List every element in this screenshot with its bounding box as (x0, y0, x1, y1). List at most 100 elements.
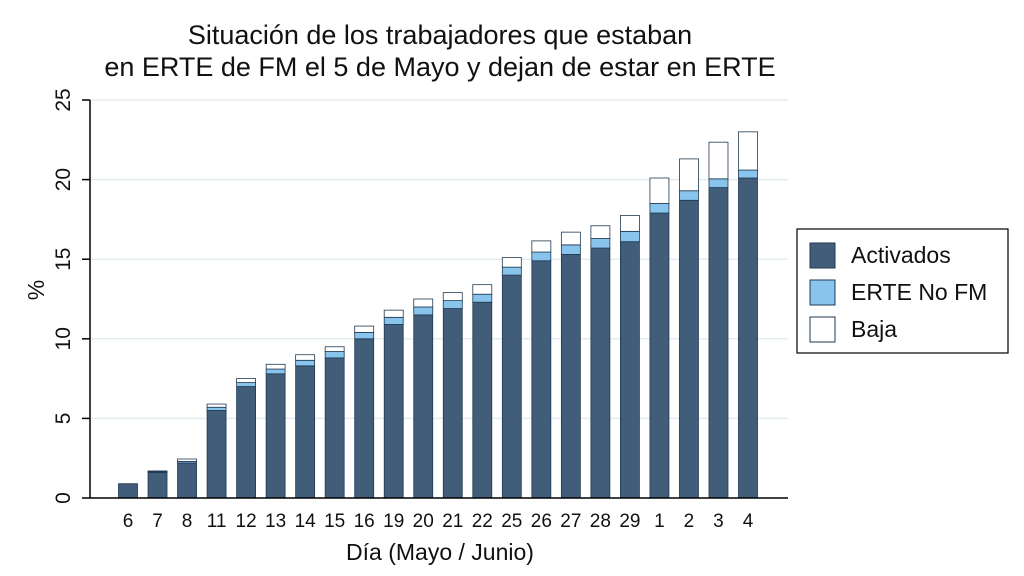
bar-8-activados (177, 462, 197, 499)
legend-swatch-baja (809, 316, 836, 343)
legend-label-erte-no-fm: ERTE No FM (851, 279, 987, 305)
bar-14-erte-no-fm (295, 359, 316, 367)
bar-28-erte-no-fm (590, 238, 611, 249)
x-tick-labels: 6 7 8 11 12 13 14 15 16 19 20 21 22 25 26 27 28 29 1 2 3 4 (123, 511, 754, 532)
bar-16-erte-no-fm (354, 332, 375, 340)
bar-1-activados (649, 212, 670, 499)
bar-15-baja (324, 346, 345, 352)
x-tick-label-26: 26 (531, 511, 552, 532)
y-tick-label-0: 0 (52, 492, 75, 504)
bar-8-baja (177, 458, 197, 462)
bar-15-activados (324, 357, 345, 499)
bar-21-baja (442, 292, 463, 301)
bar-11-erte-no-fm (206, 406, 227, 411)
bar-11-activados (206, 410, 227, 499)
bar-29-erte-no-fm (620, 230, 640, 243)
y-tick-label-10: 10 (52, 327, 75, 350)
bar-2-baja (679, 158, 699, 192)
x-tick-label-1: 1 (654, 511, 665, 532)
bar-13-baja (265, 363, 286, 370)
bar-1-baja (649, 177, 670, 204)
bar-2-erte-no-fm (679, 190, 699, 201)
x-tick-label-2: 2 (684, 511, 695, 532)
y-tick-label-15: 15 (52, 248, 75, 271)
legend: Activados ERTE No FM Baja (796, 228, 1009, 354)
x-tick-label-21: 21 (442, 511, 463, 532)
axes (89, 100, 788, 499)
x-tick-label-16: 16 (354, 511, 375, 532)
bar-13-erte-no-fm (265, 368, 286, 375)
bar-7-activados (147, 472, 168, 499)
x-tick-label-3: 3 (713, 511, 724, 532)
x-tick-label-6: 6 (123, 511, 134, 532)
bar-21-erte-no-fm (442, 300, 463, 309)
gridlines (90, 99, 788, 420)
x-axis-label: Día (Mayo / Junio) (346, 539, 534, 565)
bar-27-erte-no-fm (560, 244, 581, 255)
bar-16-baja (354, 325, 375, 333)
bars (118, 131, 758, 499)
x-tick-label-25: 25 (501, 511, 522, 532)
bar-25-activados (501, 274, 522, 499)
chart-title-line-2: en ERTE de FM el 5 de Mayo y dejan de es… (104, 52, 775, 82)
chart-title: Situación de los trabajadores que estaba… (104, 20, 775, 82)
bar-3-erte-no-fm (708, 178, 729, 188)
y-tick-label-25: 25 (52, 88, 75, 111)
bar-3-activados (708, 187, 729, 499)
x-tick-label-29: 29 (619, 511, 640, 532)
bar-11-baja (206, 403, 227, 408)
bar-4-baja (738, 131, 758, 171)
legend-swatch-erte-no-fm (809, 279, 836, 306)
bar-14-baja (295, 354, 316, 361)
x-tick-label-13: 13 (265, 511, 286, 532)
bar-4-activados (738, 177, 758, 499)
bar-7-baja (147, 470, 168, 473)
x-tick-label-20: 20 (413, 511, 434, 532)
bar-12-baja (236, 378, 256, 383)
bar-26-activados (531, 260, 552, 499)
bar-15-erte-no-fm (324, 351, 345, 359)
y-tick-label-5: 5 (52, 413, 75, 425)
chart-title-line-1: Situación de los trabajadores que estaba… (188, 20, 692, 50)
bar-12-activados (236, 386, 256, 499)
legend-label-activados: Activados (851, 242, 951, 268)
bar-25-baja (501, 257, 522, 268)
bar-28-activados (590, 247, 611, 499)
bar-26-baja (531, 240, 552, 253)
y-axis-label: % (23, 280, 49, 300)
x-tick-label-27: 27 (560, 511, 581, 532)
bar-2-activados (679, 199, 699, 499)
bar-27-activados (560, 254, 581, 499)
y-tick-labels: 0 5 10 15 20 25 (52, 88, 90, 504)
x-tick-label-28: 28 (590, 511, 611, 532)
bar-1-erte-no-fm (649, 203, 670, 214)
legend-swatch-activados (809, 242, 836, 269)
bar-29-activados (620, 241, 640, 499)
bar-20-activados (413, 314, 434, 499)
x-tick-label-4: 4 (743, 511, 754, 532)
bar-22-baja (472, 284, 493, 295)
x-tick-label-8: 8 (182, 511, 193, 532)
bar-28-baja (590, 225, 611, 239)
x-tick-label-7: 7 (152, 511, 163, 532)
x-tick-label-19: 19 (383, 511, 404, 532)
x-tick-label-12: 12 (236, 511, 257, 532)
bar-19-baja (383, 309, 404, 318)
bar-13-activados (265, 373, 286, 499)
bar-12-erte-no-fm (236, 382, 256, 387)
bar-22-erte-no-fm (472, 293, 493, 303)
x-tick-label-11: 11 (207, 511, 227, 532)
legend-label-baja: Baja (851, 316, 897, 342)
bar-6-activados (118, 483, 138, 499)
bar-14-activados (295, 365, 316, 499)
bar-25-erte-no-fm (501, 266, 522, 276)
bar-3-baja (708, 141, 729, 180)
bar-20-erte-no-fm (413, 306, 434, 316)
x-tick-label-14: 14 (295, 511, 317, 532)
bar-20-baja (413, 298, 434, 308)
bar-29-baja (620, 215, 640, 232)
bar-26-erte-no-fm (531, 251, 552, 262)
x-tick-label-22: 22 (472, 511, 493, 532)
bar-22-activados (472, 301, 493, 499)
